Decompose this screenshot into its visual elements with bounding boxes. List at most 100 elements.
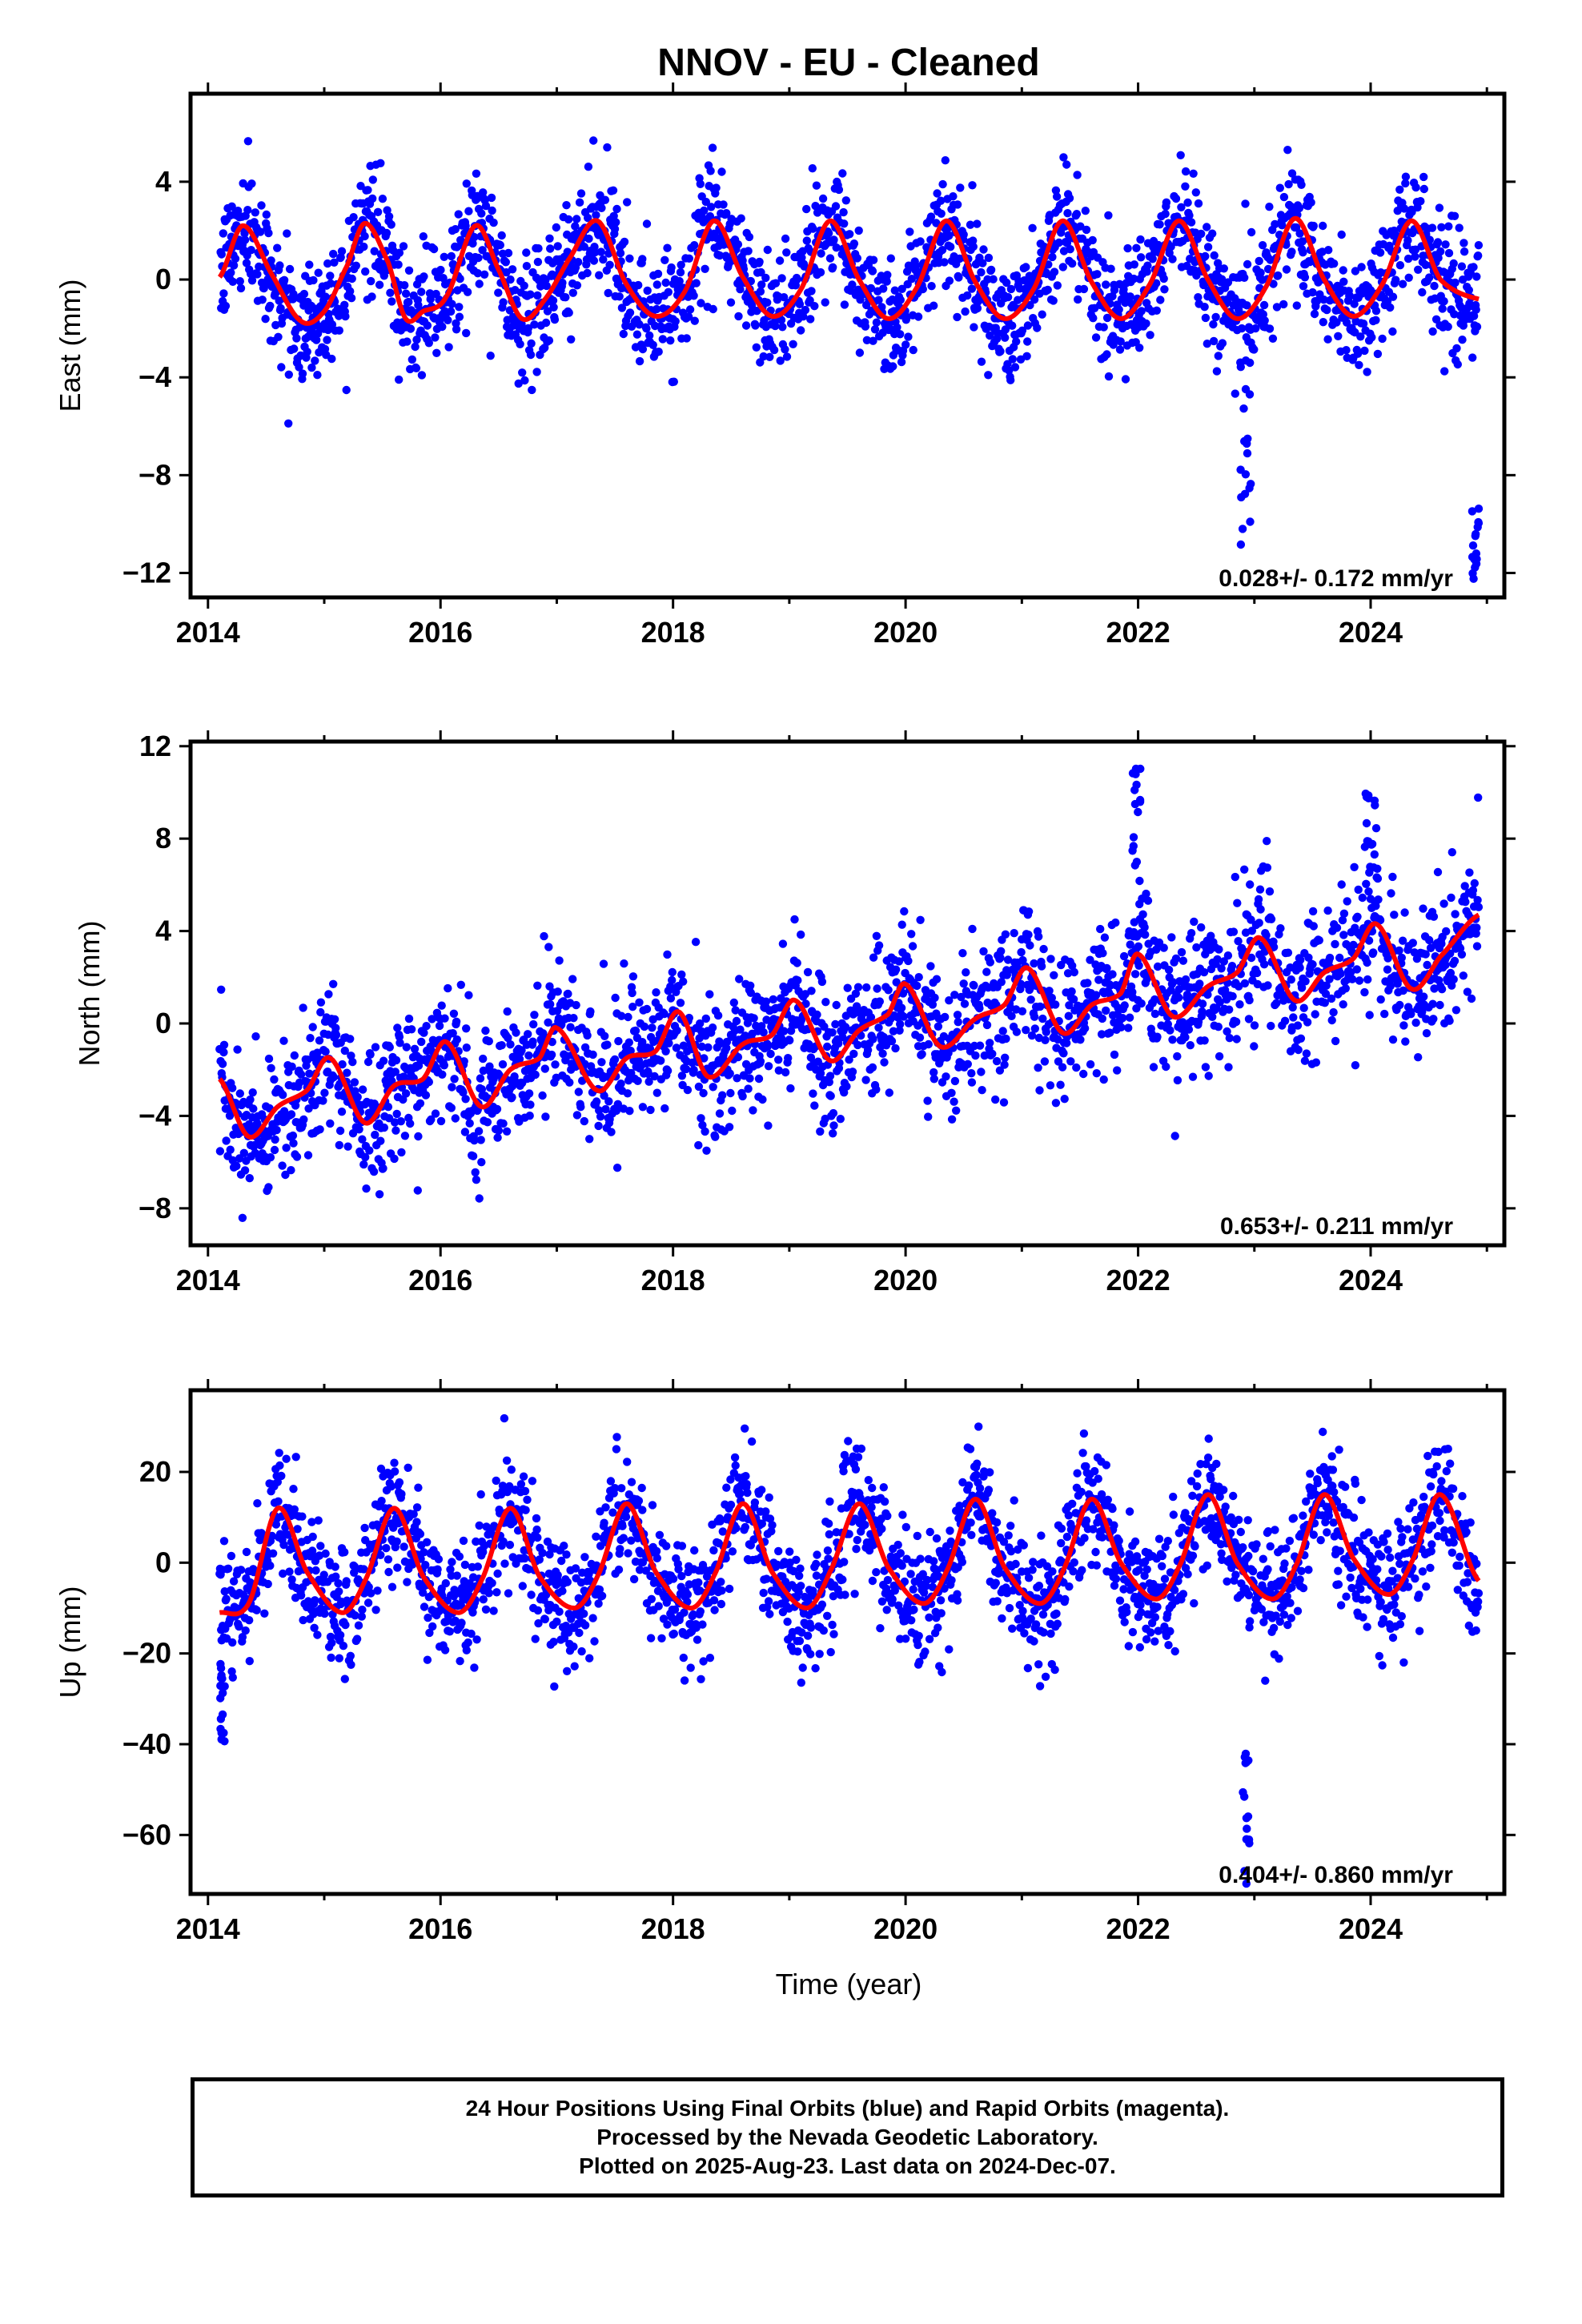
up-data-point — [347, 1660, 355, 1669]
east-data-point — [1162, 198, 1171, 207]
north-data-point — [1225, 1034, 1235, 1043]
up-data-point — [342, 1577, 351, 1586]
east-data-point — [1414, 265, 1423, 274]
east-data-point — [1023, 337, 1032, 346]
north-data-point — [1178, 956, 1188, 965]
north-data-point — [1296, 1034, 1306, 1043]
north-data-point — [1465, 868, 1474, 877]
north-data-point — [733, 1052, 743, 1062]
north-data-point — [407, 1025, 416, 1034]
east-data-point — [1001, 325, 1010, 334]
east-data-point — [404, 266, 414, 275]
north-data-point — [397, 1148, 406, 1157]
east-data-point — [243, 206, 252, 215]
east-data-point — [477, 209, 486, 218]
east-data-point — [632, 330, 642, 339]
east-data-point — [1142, 267, 1151, 276]
north-data-point — [1408, 939, 1418, 947]
north-data-point — [957, 992, 966, 1002]
north-data-point — [1094, 975, 1103, 984]
north-data-point — [476, 1136, 485, 1144]
east-data-point — [1209, 336, 1219, 346]
east-data-point — [1093, 270, 1102, 279]
east-data-point — [496, 240, 504, 250]
north-data-point — [1395, 1000, 1404, 1010]
east-data-point — [1159, 274, 1168, 283]
east-data-point — [1203, 340, 1212, 348]
north-data-point — [666, 994, 676, 1003]
east-data-point — [777, 316, 786, 324]
north-data-point — [1060, 1095, 1069, 1104]
up-data-point — [228, 1638, 237, 1647]
north-data-point — [1293, 1021, 1303, 1030]
north-data-point — [481, 1026, 490, 1035]
north-data-point — [924, 1039, 934, 1049]
north-data-point — [1474, 793, 1483, 802]
east-data-point — [1110, 285, 1119, 295]
east-data-point — [341, 312, 350, 321]
north-data-point — [646, 1105, 655, 1115]
north-data-point — [774, 1066, 783, 1075]
up-data-point — [340, 1675, 349, 1683]
north-data-point — [1247, 915, 1255, 924]
east-outlier-point — [1472, 554, 1481, 564]
north-data-point — [1235, 982, 1243, 991]
north-data-point — [1364, 936, 1374, 945]
east-fit-line — [217, 215, 1480, 326]
north-data-point — [1065, 1001, 1074, 1010]
north-data-point — [1322, 981, 1331, 990]
north-data-point — [218, 1059, 227, 1068]
east-data-point — [1081, 207, 1090, 215]
north-data-point — [1062, 1039, 1071, 1047]
east-outlier-point — [1239, 404, 1248, 413]
north-data-point — [947, 1115, 957, 1124]
east-outlier-point — [1243, 439, 1251, 448]
east-data-point — [517, 320, 526, 328]
north-data-point — [672, 1043, 681, 1052]
east-data-point — [676, 267, 685, 277]
north-data-point — [1134, 942, 1143, 951]
north-data-point — [702, 1146, 711, 1156]
north-data-point — [1233, 899, 1242, 907]
north-data-point — [390, 1154, 399, 1164]
up-data-point — [319, 1570, 328, 1579]
east-y-tick-label: −8 — [139, 458, 171, 491]
east-data-point — [240, 235, 250, 244]
north-data-point — [797, 930, 805, 939]
north-data-point — [1016, 979, 1026, 988]
east-data-point — [1386, 303, 1395, 312]
north-data-point — [1137, 999, 1146, 1008]
east-data-point — [642, 219, 652, 228]
north-data-point — [1168, 1035, 1177, 1044]
north-data-point — [1117, 1023, 1126, 1032]
east-data-point — [979, 245, 988, 254]
east-ylabel: East (mm) — [54, 279, 86, 412]
east-data-point — [984, 253, 994, 263]
north-data-point — [1407, 1010, 1415, 1019]
east-data-point — [1388, 327, 1397, 336]
east-data-point — [376, 159, 385, 167]
east-data-point — [295, 363, 303, 372]
east-data-point — [870, 325, 880, 334]
north-data-point — [233, 1045, 242, 1054]
north-data-point — [834, 1039, 843, 1048]
east-data-point — [940, 258, 949, 267]
north-data-point — [420, 1028, 428, 1037]
east-data-point — [1287, 247, 1296, 256]
east-data-point — [395, 248, 404, 257]
east-data-point — [508, 265, 517, 274]
north-data-point — [1363, 958, 1371, 967]
north-data-point — [1134, 961, 1143, 971]
north-data-point — [1294, 1045, 1303, 1055]
north-data-point — [958, 949, 967, 958]
east-data-point — [1211, 312, 1220, 322]
east-data-point — [1375, 248, 1385, 257]
up-data-point — [327, 1653, 335, 1663]
east-data-point — [522, 248, 531, 257]
north-data-point — [1169, 978, 1178, 987]
north-data-point — [1106, 1028, 1114, 1037]
east-data-point — [977, 357, 986, 366]
east-data-point — [1201, 251, 1210, 261]
east-data-point — [937, 209, 946, 218]
north-data-point — [574, 1088, 583, 1096]
